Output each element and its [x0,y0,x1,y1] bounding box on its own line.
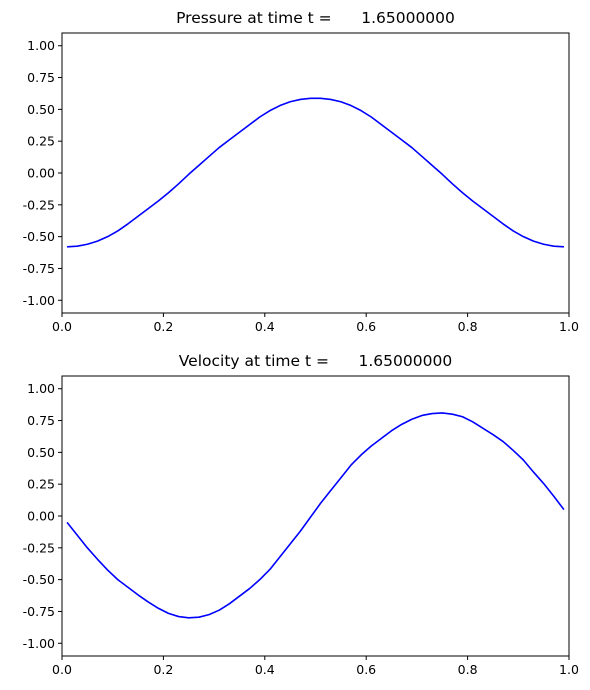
velocity-panel: Velocity at time t = 1.65000000 0.0 0.2 0.4… [23,352,579,677]
pressure-x-tick-label: 0.0 [52,319,72,334]
pressure-y-tick-label: 0.00 [27,166,55,181]
pressure-y-tick-label: -0.75 [23,261,55,276]
pressure-chart-title: Pressure at time t = 1.65000000 [176,9,455,27]
velocity-axes-frame [61,375,570,657]
pressure-y-tick-label: 0.75 [27,70,55,85]
pressure-y-tick-label: -1.00 [23,293,55,308]
pressure-x-tick-label: 0.4 [255,319,275,334]
velocity-y-tick-label: -1.00 [23,636,55,651]
velocity-y-tick-label: 0.50 [27,445,55,460]
pressure-y-tick-label: 0.25 [27,134,55,149]
velocity-y-tick-label: 0.25 [27,477,55,492]
pressure-panel: Pressure at time t = 1.65000000 0.0 0.2 0.4… [23,9,579,334]
velocity-y-tick-label: -0.25 [23,540,55,555]
velocity-x-tick-label: 0.2 [153,662,173,677]
velocity-x-tick-label: 0.0 [52,662,72,677]
pressure-x-tick-label: 0.6 [356,319,376,334]
velocity-series-line [66,412,565,619]
pressure-x-tick-label: 0.8 [458,319,478,334]
pressure-y-tick-label: 0.50 [27,102,55,117]
velocity-x-tick-label: 0.6 [356,662,376,677]
pressure-y-tick-label: -0.50 [23,229,55,244]
pressure-axes-frame [61,32,570,314]
velocity-y-tick-label: -0.50 [23,572,55,587]
velocity-x-tick-label: 0.4 [255,662,275,677]
pressure-x-tick-label: 1.0 [559,319,579,334]
velocity-x-tick-label: 0.8 [458,662,478,677]
pressure-y-tick-label: -0.25 [23,197,55,212]
pressure-y-tick-label: 1.00 [27,38,55,53]
velocity-chart-title: Velocity at time t = 1.65000000 [179,352,452,370]
pressure-x-tick-label: 0.2 [153,319,173,334]
velocity-y-tick-label: 1.00 [27,381,55,396]
velocity-x-tick-label: 1.0 [559,662,579,677]
velocity-y-tick-label: 0.00 [27,509,55,524]
velocity-y-tick-label: -0.75 [23,604,55,619]
pressure-series-line [67,97,564,248]
velocity-y-tick-label: 0.75 [27,413,55,428]
